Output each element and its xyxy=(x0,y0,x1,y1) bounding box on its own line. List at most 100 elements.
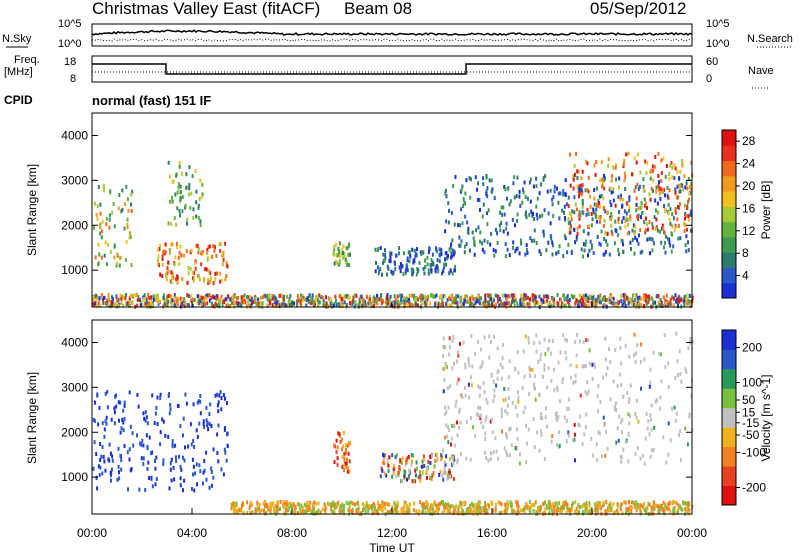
data-cell xyxy=(573,422,576,427)
data-cell xyxy=(315,294,318,299)
data-cell xyxy=(123,444,126,449)
data-cell xyxy=(678,189,681,194)
data-cell xyxy=(171,275,174,280)
data-cell xyxy=(433,510,436,515)
data-cell xyxy=(336,445,339,450)
data-cell xyxy=(597,430,600,435)
data-cell xyxy=(624,219,627,224)
data-cell xyxy=(355,510,358,515)
data-cell xyxy=(197,244,200,249)
data-cell xyxy=(110,467,113,472)
data-cell xyxy=(202,470,205,475)
data-cell xyxy=(309,500,312,505)
data-cell xyxy=(394,253,397,258)
data-cell xyxy=(612,165,615,170)
data-cell xyxy=(206,248,209,253)
data-cell xyxy=(605,372,608,377)
data-cell xyxy=(636,343,639,348)
data-cell xyxy=(202,419,205,424)
data-cell xyxy=(678,202,681,207)
data-cell xyxy=(451,338,454,343)
data-cell xyxy=(220,396,223,401)
data-cell xyxy=(536,196,539,201)
data-cell xyxy=(463,244,466,249)
data-cell xyxy=(570,217,573,222)
freq-strip xyxy=(91,55,770,89)
data-cell xyxy=(273,505,276,510)
data-cell xyxy=(343,468,345,473)
data-cell xyxy=(611,214,613,219)
data-cell xyxy=(597,295,600,299)
data-cell xyxy=(660,352,662,357)
data-cell xyxy=(214,271,217,276)
data-cell xyxy=(469,457,472,462)
data-cell xyxy=(159,243,162,248)
data-cell xyxy=(645,293,647,298)
data-cell xyxy=(106,242,109,247)
data-cell xyxy=(364,510,367,515)
data-cell xyxy=(643,304,645,309)
data-cell xyxy=(665,506,668,511)
data-cell xyxy=(380,297,383,302)
data-cell xyxy=(504,187,507,192)
data-cell xyxy=(203,298,205,303)
data-cell xyxy=(667,502,670,507)
data-cell xyxy=(618,185,620,190)
data-cell xyxy=(317,302,320,307)
data-cell xyxy=(492,298,495,303)
data-cell xyxy=(530,238,533,243)
colorbar-swatch xyxy=(722,407,736,428)
data-cell xyxy=(607,163,610,168)
data-cell xyxy=(682,221,685,226)
data-cell xyxy=(448,352,451,357)
data-cell xyxy=(178,454,180,459)
data-cell xyxy=(684,243,687,247)
data-cell xyxy=(441,297,444,302)
data-cell xyxy=(618,372,621,377)
data-cell xyxy=(358,297,361,302)
data-cell xyxy=(447,254,449,259)
data-cell xyxy=(181,194,184,199)
data-cell xyxy=(165,272,167,277)
data-cell xyxy=(394,267,397,272)
data-cell xyxy=(532,508,535,513)
data-cell xyxy=(569,211,572,216)
data-cell xyxy=(640,342,643,347)
data-cell xyxy=(385,501,388,506)
data-cell xyxy=(344,461,347,466)
data-cell xyxy=(648,384,651,389)
data-cell xyxy=(142,461,145,466)
data-cell xyxy=(126,197,129,202)
data-cell xyxy=(633,251,636,256)
data-cell xyxy=(421,294,424,299)
data-cell xyxy=(551,434,554,438)
data-cell xyxy=(308,504,311,509)
data-cell xyxy=(290,303,293,308)
data-cell xyxy=(483,335,486,340)
data-cell xyxy=(622,394,625,399)
data-cell xyxy=(556,442,559,447)
data-cell xyxy=(561,380,564,385)
data-cell xyxy=(384,256,387,261)
data-cell xyxy=(433,501,436,506)
data-cell xyxy=(404,297,407,302)
data-cell xyxy=(175,173,178,178)
data-cell xyxy=(293,509,296,514)
data-cell xyxy=(676,373,679,377)
data-cell xyxy=(687,240,689,245)
data-cell xyxy=(467,382,470,387)
data-cell xyxy=(169,461,172,466)
data-cell xyxy=(445,365,448,370)
data-cell xyxy=(225,260,228,265)
data-cell xyxy=(285,303,288,308)
data-cell xyxy=(529,297,532,302)
data-cell xyxy=(110,417,113,422)
data-cell xyxy=(297,511,299,515)
data-cell xyxy=(120,296,123,301)
data-cell xyxy=(450,251,453,256)
data-cell xyxy=(463,298,466,303)
data-cell xyxy=(234,506,237,511)
data-cell xyxy=(590,436,593,441)
data-cell xyxy=(655,189,658,194)
data-cell xyxy=(685,301,688,306)
